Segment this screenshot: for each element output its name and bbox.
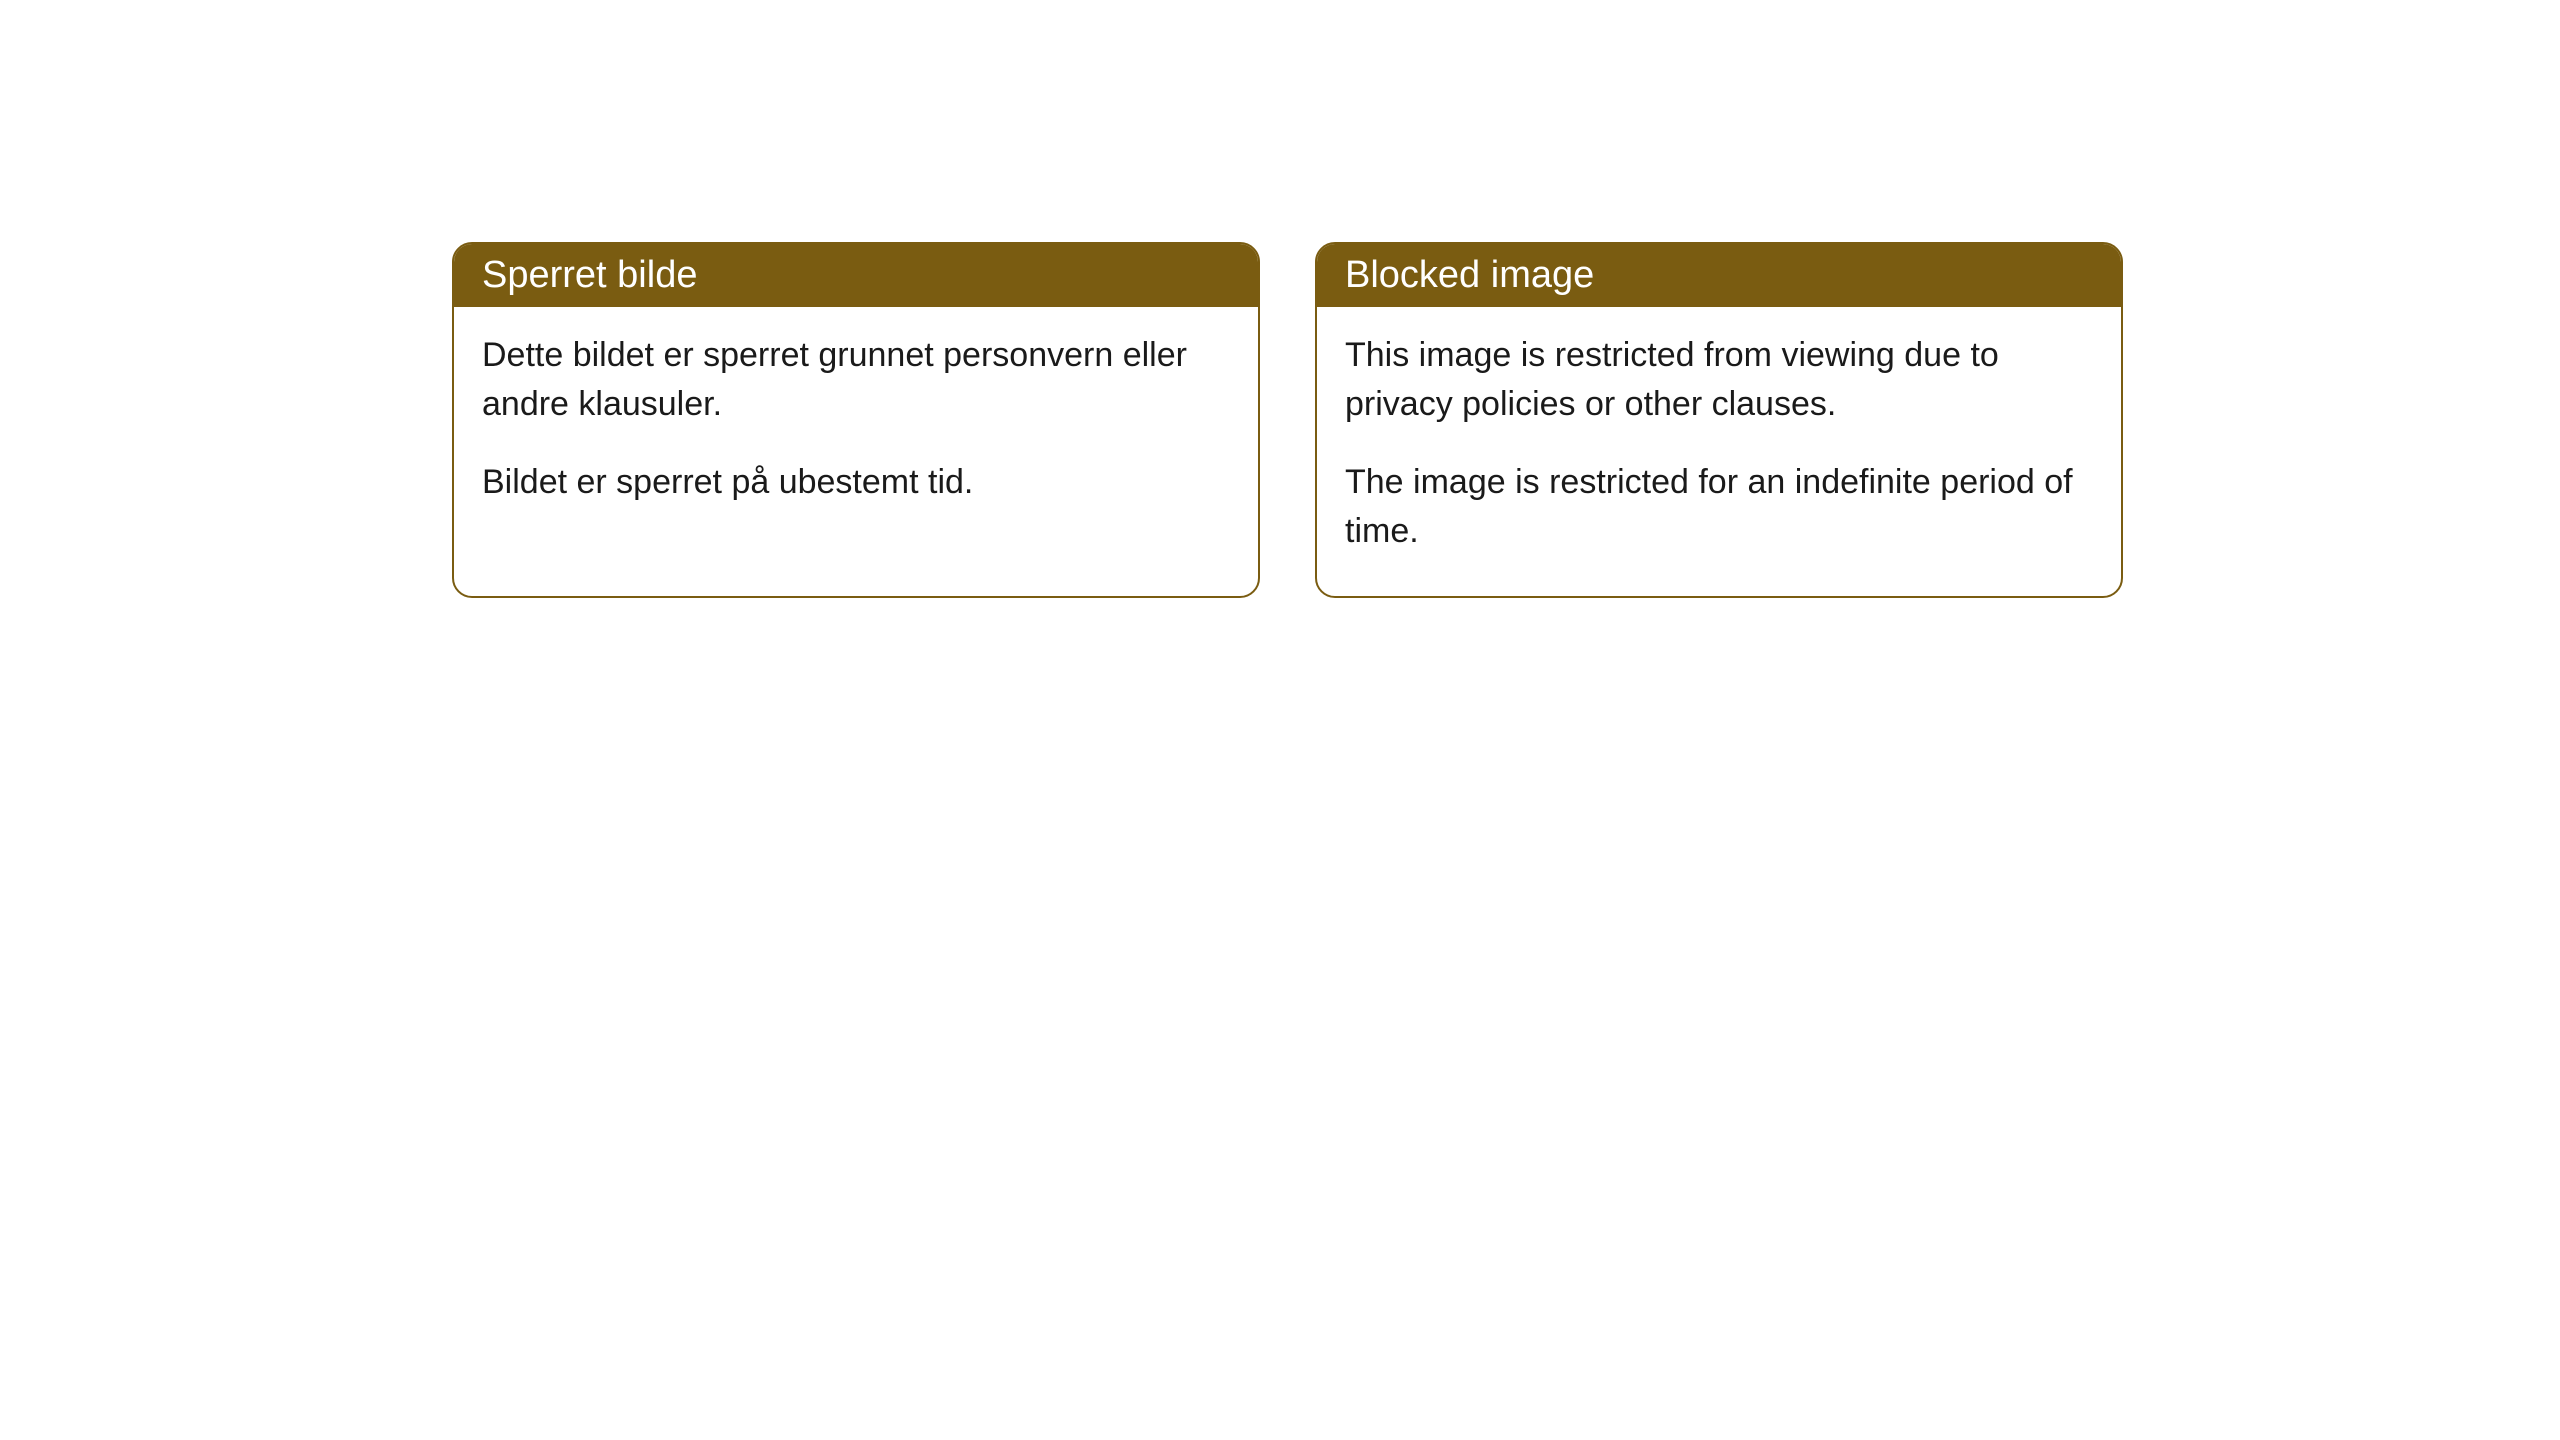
notice-cards-container: Sperret bilde Dette bildet er sperret gr… [452,242,2123,598]
card-body: This image is restricted from viewing du… [1317,307,2121,596]
blocked-image-card-english: Blocked image This image is restricted f… [1315,242,2123,598]
blocked-image-card-norwegian: Sperret bilde Dette bildet er sperret gr… [452,242,1260,598]
card-header: Blocked image [1317,244,2121,307]
card-header: Sperret bilde [454,244,1258,307]
card-paragraph: This image is restricted from viewing du… [1345,331,2093,430]
card-title: Sperret bilde [482,254,697,296]
card-paragraph: Dette bildet er sperret grunnet personve… [482,331,1230,430]
card-body: Dette bildet er sperret grunnet personve… [454,307,1258,547]
card-title: Blocked image [1345,254,1594,296]
card-paragraph: The image is restricted for an indefinit… [1345,458,2093,557]
card-paragraph: Bildet er sperret på ubestemt tid. [482,458,1230,507]
